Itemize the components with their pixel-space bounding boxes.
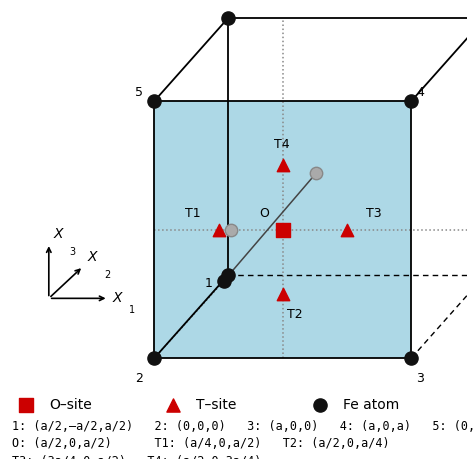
Text: X: X [54, 227, 63, 241]
Point [22, 401, 30, 409]
Text: T3: (3a/4,0,a/2)   T4: (a/2,0,3a/4): T3: (3a/4,0,a/2) T4: (a/2,0,3a/4) [12, 455, 262, 459]
Text: 5: 5 [135, 86, 143, 99]
Text: T3: T3 [365, 207, 381, 220]
Text: O: (a/2,0,a/2)      T1: (a/4,0,a/2)   T2: (a/2,0,a/4): O: (a/2,0,a/2) T1: (a/4,0,a/2) T2: (a/2,… [12, 437, 390, 450]
Point [151, 354, 158, 362]
Point [343, 226, 351, 233]
Text: O–site: O–site [49, 398, 91, 412]
Point [408, 354, 415, 362]
Point [279, 226, 287, 233]
Point [279, 290, 287, 297]
Point [312, 169, 320, 177]
Point [316, 401, 323, 409]
Text: 2: 2 [104, 270, 110, 280]
Text: T2: T2 [288, 308, 303, 320]
Text: T–site: T–site [196, 398, 236, 412]
Point [220, 277, 228, 285]
Text: 4: 4 [416, 86, 424, 99]
Text: 1: 1 [204, 277, 212, 290]
Text: O: O [259, 207, 269, 220]
Text: X: X [88, 250, 97, 264]
Point [215, 226, 222, 233]
Point [228, 226, 235, 233]
Text: 3: 3 [70, 247, 75, 257]
Text: T1: T1 [185, 207, 201, 220]
Text: 3: 3 [416, 372, 424, 385]
Text: 1: (a/2,–a/2,a/2)   2: (0,0,0)   3: (a,0,0)   4: (a,0,a)   5: (0,0,a): 1: (a/2,–a/2,a/2) 2: (0,0,0) 3: (a,0,0) … [12, 420, 474, 433]
Point [408, 97, 415, 105]
Polygon shape [155, 101, 411, 358]
Point [169, 401, 176, 409]
Point [279, 162, 287, 169]
Point [224, 272, 232, 279]
Point [151, 97, 158, 105]
Text: Fe atom: Fe atom [343, 398, 399, 412]
Text: X: X [113, 291, 123, 305]
Text: T4: T4 [273, 139, 289, 151]
Text: 2: 2 [135, 372, 143, 385]
Point [224, 15, 232, 22]
Text: 1: 1 [129, 305, 135, 315]
